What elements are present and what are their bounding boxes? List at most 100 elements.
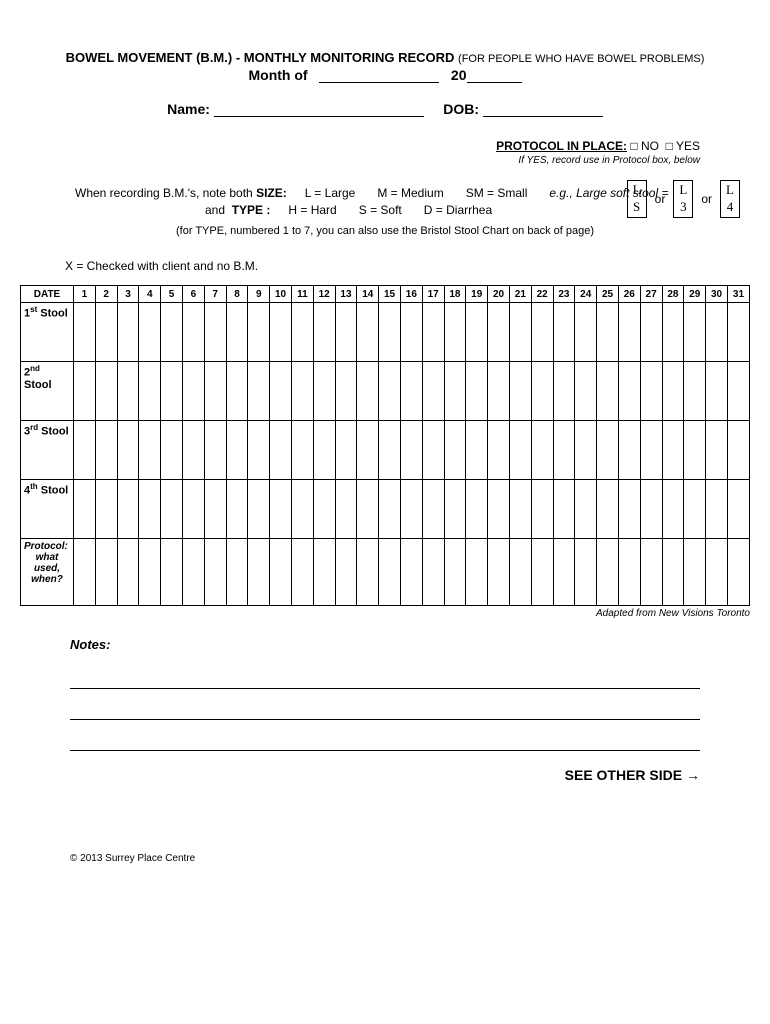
- cell-r4-d8[interactable]: [226, 480, 248, 539]
- note-line-3[interactable]: [70, 730, 700, 751]
- cell-r3-d5[interactable]: [161, 421, 183, 480]
- cell-r3-d29[interactable]: [684, 421, 706, 480]
- cell-r1-d29[interactable]: [684, 303, 706, 362]
- cell-r2-d10[interactable]: [270, 362, 292, 421]
- cell-r4-d5[interactable]: [161, 480, 183, 539]
- cell-r4-d28[interactable]: [662, 480, 684, 539]
- cell-r3-d3[interactable]: [117, 421, 139, 480]
- cell-r1-d12[interactable]: [313, 303, 335, 362]
- cell-r4-d29[interactable]: [684, 480, 706, 539]
- note-line-2[interactable]: [70, 699, 700, 720]
- cell-r1-d16[interactable]: [400, 303, 422, 362]
- cell-r2-d28[interactable]: [662, 362, 684, 421]
- cell-r2-d11[interactable]: [291, 362, 313, 421]
- cell-r2-d14[interactable]: [357, 362, 379, 421]
- cell-r3-d26[interactable]: [618, 421, 640, 480]
- cell-r1-d1[interactable]: [74, 303, 96, 362]
- protocol-cell-d12[interactable]: [313, 539, 335, 606]
- cell-r2-d16[interactable]: [400, 362, 422, 421]
- cell-r1-d13[interactable]: [335, 303, 357, 362]
- cell-r4-d1[interactable]: [74, 480, 96, 539]
- cell-r1-d14[interactable]: [357, 303, 379, 362]
- cell-r4-d10[interactable]: [270, 480, 292, 539]
- cell-r3-d12[interactable]: [313, 421, 335, 480]
- cell-r1-d7[interactable]: [204, 303, 226, 362]
- cell-r3-d15[interactable]: [379, 421, 401, 480]
- cell-r3-d21[interactable]: [509, 421, 531, 480]
- cell-r2-d20[interactable]: [488, 362, 510, 421]
- cell-r3-d6[interactable]: [182, 421, 204, 480]
- cell-r1-d5[interactable]: [161, 303, 183, 362]
- cell-r2-d22[interactable]: [531, 362, 553, 421]
- protocol-cell-d29[interactable]: [684, 539, 706, 606]
- protocol-cell-d23[interactable]: [553, 539, 575, 606]
- protocol-cell-d31[interactable]: [727, 539, 749, 606]
- cell-r4-d18[interactable]: [444, 480, 466, 539]
- cell-r3-d23[interactable]: [553, 421, 575, 480]
- cell-r4-d25[interactable]: [597, 480, 619, 539]
- protocol-cell-d25[interactable]: [597, 539, 619, 606]
- cell-r1-d11[interactable]: [291, 303, 313, 362]
- protocol-cell-d30[interactable]: [706, 539, 728, 606]
- protocol-cell-d11[interactable]: [291, 539, 313, 606]
- cell-r1-d9[interactable]: [248, 303, 270, 362]
- cell-r3-d18[interactable]: [444, 421, 466, 480]
- cell-r3-d1[interactable]: [74, 421, 96, 480]
- cell-r4-d6[interactable]: [182, 480, 204, 539]
- protocol-cell-d21[interactable]: [509, 539, 531, 606]
- cell-r2-d3[interactable]: [117, 362, 139, 421]
- note-line-1[interactable]: [70, 668, 700, 689]
- cell-r4-d23[interactable]: [553, 480, 575, 539]
- cell-r4-d20[interactable]: [488, 480, 510, 539]
- cell-r2-d13[interactable]: [335, 362, 357, 421]
- protocol-cell-d22[interactable]: [531, 539, 553, 606]
- cell-r3-d17[interactable]: [422, 421, 444, 480]
- protocol-cell-d14[interactable]: [357, 539, 379, 606]
- cell-r2-d31[interactable]: [727, 362, 749, 421]
- cell-r4-d4[interactable]: [139, 480, 161, 539]
- name-field[interactable]: [214, 102, 424, 117]
- cell-r3-d9[interactable]: [248, 421, 270, 480]
- cell-r3-d8[interactable]: [226, 421, 248, 480]
- cell-r3-d11[interactable]: [291, 421, 313, 480]
- protocol-cell-d10[interactable]: [270, 539, 292, 606]
- cell-r1-d23[interactable]: [553, 303, 575, 362]
- cell-r3-d25[interactable]: [597, 421, 619, 480]
- protocol-cell-d15[interactable]: [379, 539, 401, 606]
- cell-r4-d3[interactable]: [117, 480, 139, 539]
- cell-r1-d3[interactable]: [117, 303, 139, 362]
- protocol-cell-d20[interactable]: [488, 539, 510, 606]
- cell-r3-d30[interactable]: [706, 421, 728, 480]
- cell-r2-d15[interactable]: [379, 362, 401, 421]
- cell-r3-d19[interactable]: [466, 421, 488, 480]
- cell-r4-d30[interactable]: [706, 480, 728, 539]
- cell-r1-d24[interactable]: [575, 303, 597, 362]
- cell-r1-d31[interactable]: [727, 303, 749, 362]
- cell-r4-d13[interactable]: [335, 480, 357, 539]
- protocol-cell-d13[interactable]: [335, 539, 357, 606]
- protocol-cell-d2[interactable]: [95, 539, 117, 606]
- protocol-cell-d6[interactable]: [182, 539, 204, 606]
- protocol-cell-d7[interactable]: [204, 539, 226, 606]
- cell-r2-d8[interactable]: [226, 362, 248, 421]
- cell-r2-d7[interactable]: [204, 362, 226, 421]
- cell-r1-d18[interactable]: [444, 303, 466, 362]
- cell-r4-d11[interactable]: [291, 480, 313, 539]
- cell-r4-d15[interactable]: [379, 480, 401, 539]
- cell-r2-d27[interactable]: [640, 362, 662, 421]
- cell-r4-d27[interactable]: [640, 480, 662, 539]
- cell-r2-d29[interactable]: [684, 362, 706, 421]
- cell-r2-d23[interactable]: [553, 362, 575, 421]
- protocol-cell-d16[interactable]: [400, 539, 422, 606]
- cell-r2-d1[interactable]: [74, 362, 96, 421]
- cell-r3-d4[interactable]: [139, 421, 161, 480]
- protocol-cell-d26[interactable]: [618, 539, 640, 606]
- protocol-cell-d4[interactable]: [139, 539, 161, 606]
- cell-r4-d14[interactable]: [357, 480, 379, 539]
- protocol-cell-d8[interactable]: [226, 539, 248, 606]
- cell-r1-d17[interactable]: [422, 303, 444, 362]
- protocol-cell-d19[interactable]: [466, 539, 488, 606]
- cell-r3-d14[interactable]: [357, 421, 379, 480]
- protocol-cell-d28[interactable]: [662, 539, 684, 606]
- cell-r4-d19[interactable]: [466, 480, 488, 539]
